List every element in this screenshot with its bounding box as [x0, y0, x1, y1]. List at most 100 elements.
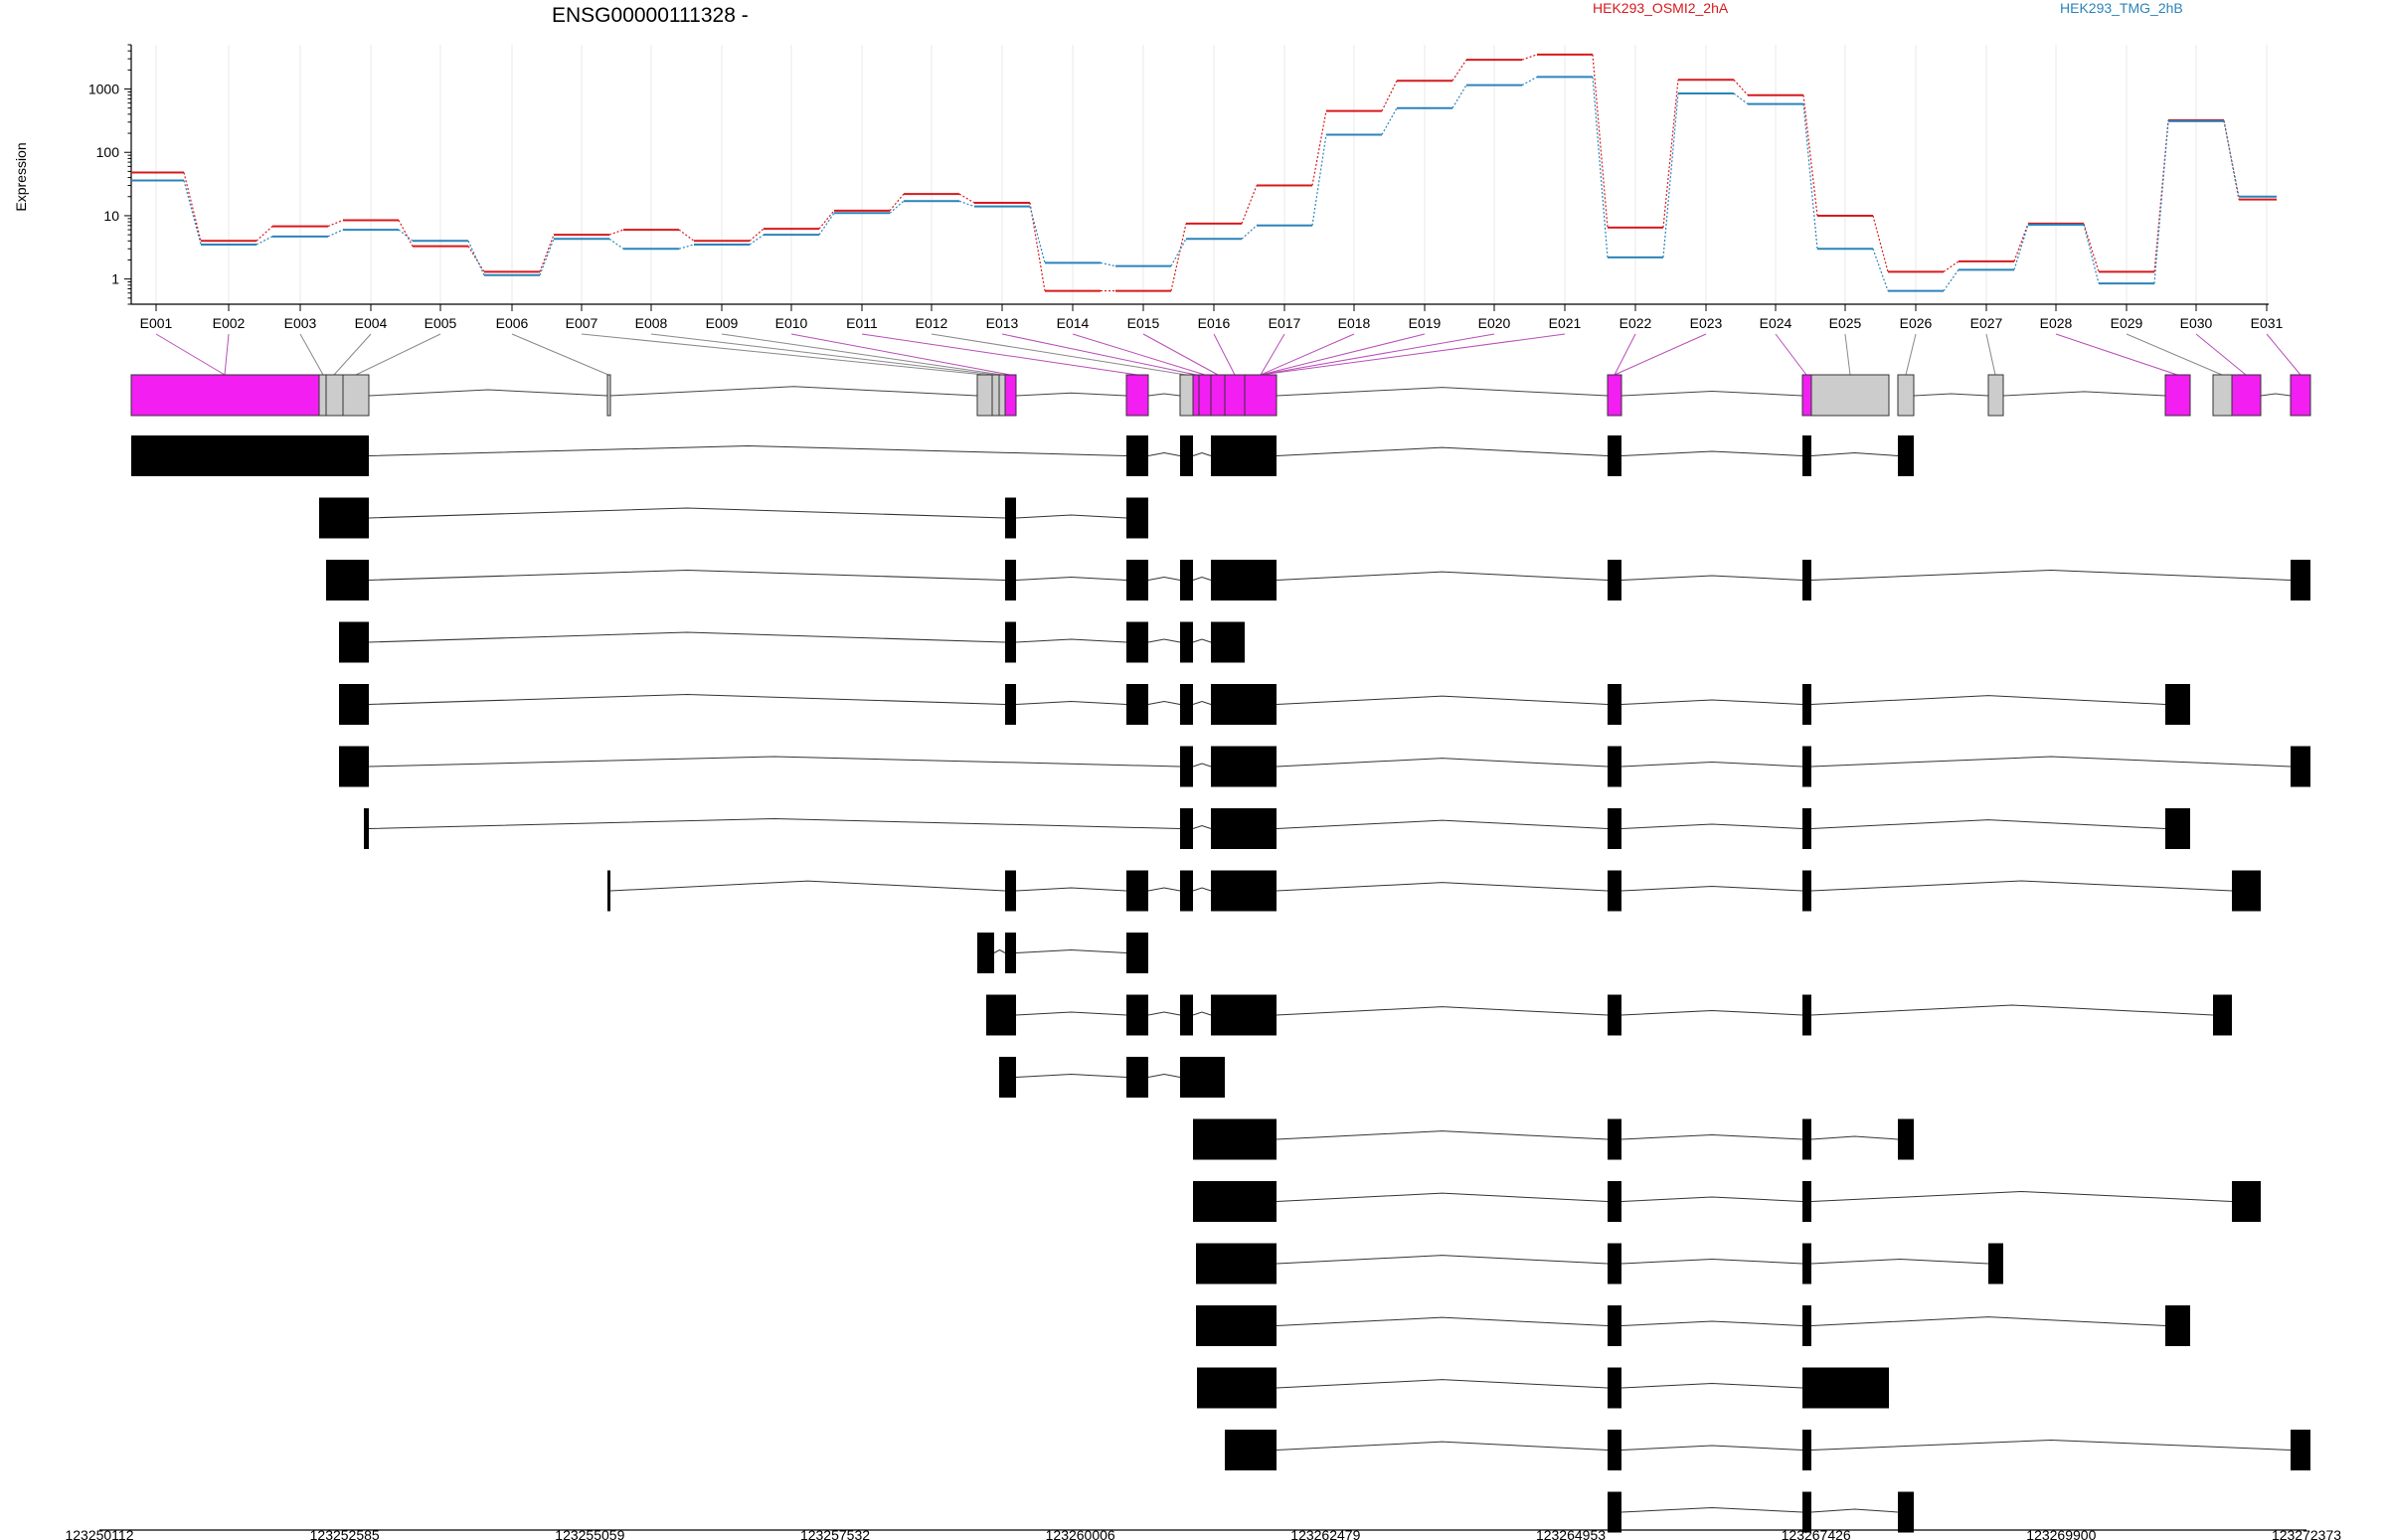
transcript-intron [1276, 446, 1609, 456]
transcript-intron [1015, 700, 1127, 705]
gene-exon [1210, 374, 1226, 417]
gene-intron [368, 389, 608, 397]
transcript-exon [1193, 1181, 1277, 1222]
transcript-intron [1192, 576, 1212, 581]
transcript-exon [2232, 1181, 2261, 1222]
transcript-exon [1005, 684, 1016, 725]
transcript-exon [1180, 994, 1193, 1036]
expression-series [131, 53, 2277, 292]
transcript-exon [1126, 560, 1148, 600]
exon-connector [2126, 333, 2223, 376]
transcript-exon [1988, 1243, 2003, 1284]
transcript-exon [1211, 808, 1277, 849]
transcript-intron [1015, 948, 1127, 953]
transcript-intron [1276, 571, 1609, 581]
transcript-intron [1276, 1379, 1609, 1389]
transcript-exon [364, 808, 369, 849]
transcript [131, 435, 1914, 476]
series-connector [467, 241, 485, 276]
gene-exon [606, 374, 611, 417]
transcript-exon [1608, 1430, 1621, 1470]
series-connector [1592, 77, 1609, 257]
exon-label: E015 [1127, 315, 1160, 331]
transcript-intron [1620, 761, 1803, 768]
transcript-exon [1180, 1057, 1225, 1098]
series-1 [131, 53, 2277, 292]
series-connector [958, 200, 975, 208]
gene-exon [991, 374, 1000, 417]
transcript-intron [368, 631, 1006, 643]
exon-connector [1844, 333, 1851, 376]
transcript-exon [1005, 933, 1016, 973]
series-connector [1381, 80, 1398, 111]
gene-exon [1244, 374, 1278, 417]
transcript-intron [1276, 1130, 1609, 1140]
legend-series-2: HEK293_TMG_2hB [2060, 0, 2183, 16]
genomic-axis-label: 123252585 [310, 1527, 380, 1540]
transcript-intron [1015, 1011, 1127, 1016]
genomic-axis: 123250112 123252585 123255059 123257532 1232… [65, 1527, 2341, 1540]
transcript-intron [1015, 514, 1127, 519]
transcript-exon [1126, 1057, 1148, 1098]
transcript-intron [1276, 1441, 1609, 1451]
exon-connector [1260, 333, 1426, 376]
transcript-intron [1015, 576, 1127, 581]
genomic-axis-label: 123260006 [1046, 1527, 1115, 1540]
exon-connector [1142, 333, 1219, 376]
series-connector [256, 226, 273, 242]
series-connector [539, 234, 555, 272]
series-connector [1029, 206, 1046, 263]
genomic-axis-label: 123267426 [1782, 1527, 1851, 1540]
transcript-intron [993, 948, 1006, 953]
transcript-exon [1608, 684, 1621, 725]
series-connector [608, 238, 624, 250]
exon-label: E014 [1057, 315, 1090, 331]
series-connector [608, 229, 624, 236]
transcript-exon [339, 684, 369, 725]
exon-label: E017 [1269, 315, 1301, 331]
transcript-intron [1192, 887, 1212, 892]
y-axis-label: Expression [13, 142, 29, 211]
exon-connector [224, 333, 230, 376]
exon-connector [1614, 333, 1707, 376]
transcript-exon [1126, 933, 1148, 973]
transcript-exon [1211, 746, 1277, 787]
transcript-exon [1608, 1181, 1621, 1222]
transcript-exon [1802, 560, 1811, 600]
transcript-exon [326, 560, 369, 600]
transcript-intron [1620, 823, 1803, 829]
series-connector [1311, 110, 1327, 186]
gene-exon [998, 374, 1006, 417]
exon-label: E001 [140, 315, 173, 331]
exon-connector [1260, 333, 1495, 376]
series-connector [1381, 107, 1398, 135]
transcript-intron [1810, 695, 2166, 705]
transcript-exon [1898, 1491, 1914, 1533]
gene-exon [1179, 374, 1194, 417]
series-connector [1872, 249, 1889, 291]
transcript-intron [1147, 638, 1181, 643]
exon-connector [861, 333, 1138, 376]
transcript-exon [1180, 621, 1193, 663]
gene-intron [1620, 390, 1803, 397]
transcript-exon [1180, 870, 1193, 912]
transcript-exon [1802, 1305, 1811, 1346]
series-2 [131, 76, 2277, 292]
transcript-intron [1620, 1258, 1803, 1265]
transcript-exon [1608, 560, 1621, 600]
transcript [1196, 1305, 2190, 1346]
transcript-intron [368, 817, 1181, 829]
transcript [319, 497, 1148, 539]
exon-label: E029 [2111, 315, 2143, 331]
transcript-exon [1898, 1118, 1914, 1160]
transcript-exon [1608, 746, 1621, 787]
transcript-exon [1211, 621, 1245, 663]
genomic-axis-label: 123257532 [800, 1527, 870, 1540]
exon-connector [1072, 333, 1206, 376]
exon-connector [2195, 333, 2247, 376]
transcript [607, 870, 2261, 912]
transcript-exon [1211, 994, 1277, 1036]
transcript-exon [986, 994, 1016, 1036]
exon-connector [1260, 333, 1566, 376]
transcript-intron [1810, 1316, 2166, 1326]
